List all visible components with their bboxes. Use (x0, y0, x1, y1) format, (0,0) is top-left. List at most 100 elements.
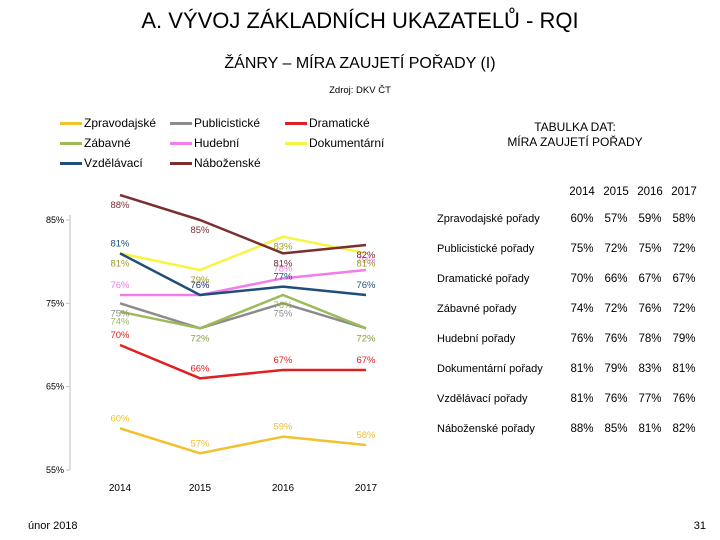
table-cell: 59% (638, 213, 662, 225)
table-cell: 77% (638, 393, 662, 405)
table-cell: 57% (604, 213, 628, 225)
page-number: 31 (693, 520, 706, 532)
table-row: Dramatické pořady 70% 66% 67% 67% (427, 264, 701, 294)
table-cell: 72% (604, 303, 628, 315)
table-cell: 85% (604, 423, 628, 435)
data-table: 2014 2015 2016 2017 Zpravodajské pořady 6… (427, 180, 701, 444)
data-label: 85% (190, 225, 210, 236)
table-cell: 88% (570, 423, 594, 435)
series-line (119, 343, 366, 380)
data-label: 82% (356, 250, 376, 261)
table-cell: 76% (604, 393, 628, 405)
data-label: 66% (190, 363, 210, 374)
legend-swatch (60, 121, 82, 125)
table-title-line2: MÍRA ZAUJETÍ POŘADY (507, 135, 643, 149)
series-line (119, 235, 367, 272)
table-cell: 76% (672, 393, 696, 405)
table-cell: 82% (672, 423, 696, 435)
table-cell: 76% (638, 303, 662, 315)
table-row: Vzdělávací pořady 81% 76% 77% 76% (427, 384, 701, 414)
legend-swatch (285, 121, 307, 125)
table-row-label: Zpravodajské pořady (437, 213, 540, 225)
data-label: 77% (273, 272, 293, 283)
table-row: Zábavné pořady 74% 72% 76% 72% (427, 294, 701, 324)
legend-item: Hudební (170, 134, 239, 152)
series-line (119, 252, 367, 297)
data-label: 72% (356, 333, 376, 344)
legend-label: Dokumentární (309, 136, 385, 150)
table-cell: 60% (570, 213, 594, 225)
table-header-cell: 2014 (569, 186, 595, 198)
table-title: TABULKA DAT: MÍRA ZAUJETÍ POŘADY (490, 120, 660, 150)
table-row-label: Dramatické pořady (437, 273, 530, 285)
table-cell: 72% (604, 243, 628, 255)
legend-item: Zpravodajské (60, 114, 156, 132)
table-row-label: Hudební pořady (437, 333, 516, 345)
y-tick-label: 55% (46, 465, 64, 475)
legend-label: Zpravodajské (84, 116, 157, 130)
x-tick-label: 2016 (272, 483, 295, 494)
table-cell: 72% (672, 243, 696, 255)
table-cell: 79% (604, 363, 628, 375)
table-row-label: Náboženské pořady (437, 423, 535, 435)
table-cell: 67% (638, 273, 662, 285)
series-line (119, 427, 367, 455)
table-cell: 58% (672, 213, 696, 225)
data-label: 67% (356, 355, 376, 366)
data-label: 76% (273, 300, 293, 311)
chart-legend: Zpravodajské Publicistické Dramatické Zábav… (60, 114, 400, 176)
table-header-row: 2014 2015 2016 2017 (427, 180, 701, 204)
data-label: 60% (110, 413, 130, 424)
series-line (119, 302, 367, 330)
legend-item: Zábavné (60, 134, 131, 152)
data-label: 70% (110, 330, 130, 341)
table-cell: 81% (570, 393, 594, 405)
legend-label: Zábavné (84, 136, 131, 150)
legend-item: Dokumentární (285, 134, 384, 152)
x-tick-label: 2015 (189, 483, 212, 494)
series-line (119, 193, 367, 255)
table-cell: 67% (672, 273, 696, 285)
legend-label: Náboženské (194, 156, 261, 170)
data-label: 75% (273, 308, 293, 319)
table-cell: 83% (638, 363, 662, 375)
data-label: 76% (356, 280, 376, 291)
data-label: 57% (190, 438, 210, 449)
data-label: 67% (273, 355, 293, 366)
y-tick-label: 65% (46, 382, 64, 392)
data-label: 81% (110, 238, 130, 249)
table-row-label: Zábavné pořady (437, 303, 517, 315)
data-label: 76% (190, 280, 210, 291)
data-label: 75% (110, 308, 130, 319)
table-cell: 81% (672, 363, 696, 375)
table-row: Zpravodajské pořady 60% 57% 59% 58% (427, 204, 701, 234)
series-line (119, 293, 367, 330)
data-label: 79% (190, 275, 210, 286)
table-cell: 76% (570, 333, 594, 345)
legend-label: Hudební (194, 136, 240, 150)
table-header-cell: 2016 (637, 186, 663, 198)
data-label: 74% (110, 317, 130, 328)
y-tick-label: 75% (46, 298, 64, 308)
legend-label: Publicistické (194, 116, 261, 130)
table-row: Náboženské pořady 88% 85% 81% 82% (427, 414, 701, 444)
data-label: 72% (190, 333, 210, 344)
x-tick-label: 2014 (109, 483, 132, 494)
y-tick-label: 85% (46, 215, 64, 225)
table-cell: 70% (570, 273, 594, 285)
table-cell: 81% (638, 423, 662, 435)
table-cell: 74% (570, 303, 594, 315)
table-row: Dokumentární pořady 81% 79% 83% 81% (427, 354, 701, 384)
table-cell: 81% (570, 363, 594, 375)
table-cell: 78% (638, 333, 662, 345)
series-line (120, 268, 367, 297)
legend-swatch (170, 121, 192, 125)
source-note: Zdroj: DKV ČT (329, 85, 391, 96)
data-label: 72% (190, 333, 210, 344)
table-row-label: Vzdělávací pořady (437, 393, 528, 405)
data-label: 79% (356, 255, 376, 266)
data-label: 81% (110, 258, 130, 269)
table-row-label: Publicistické pořady (437, 243, 535, 255)
legend-swatch (170, 141, 192, 145)
table-title-line1: TABULKA DAT: (534, 120, 616, 134)
